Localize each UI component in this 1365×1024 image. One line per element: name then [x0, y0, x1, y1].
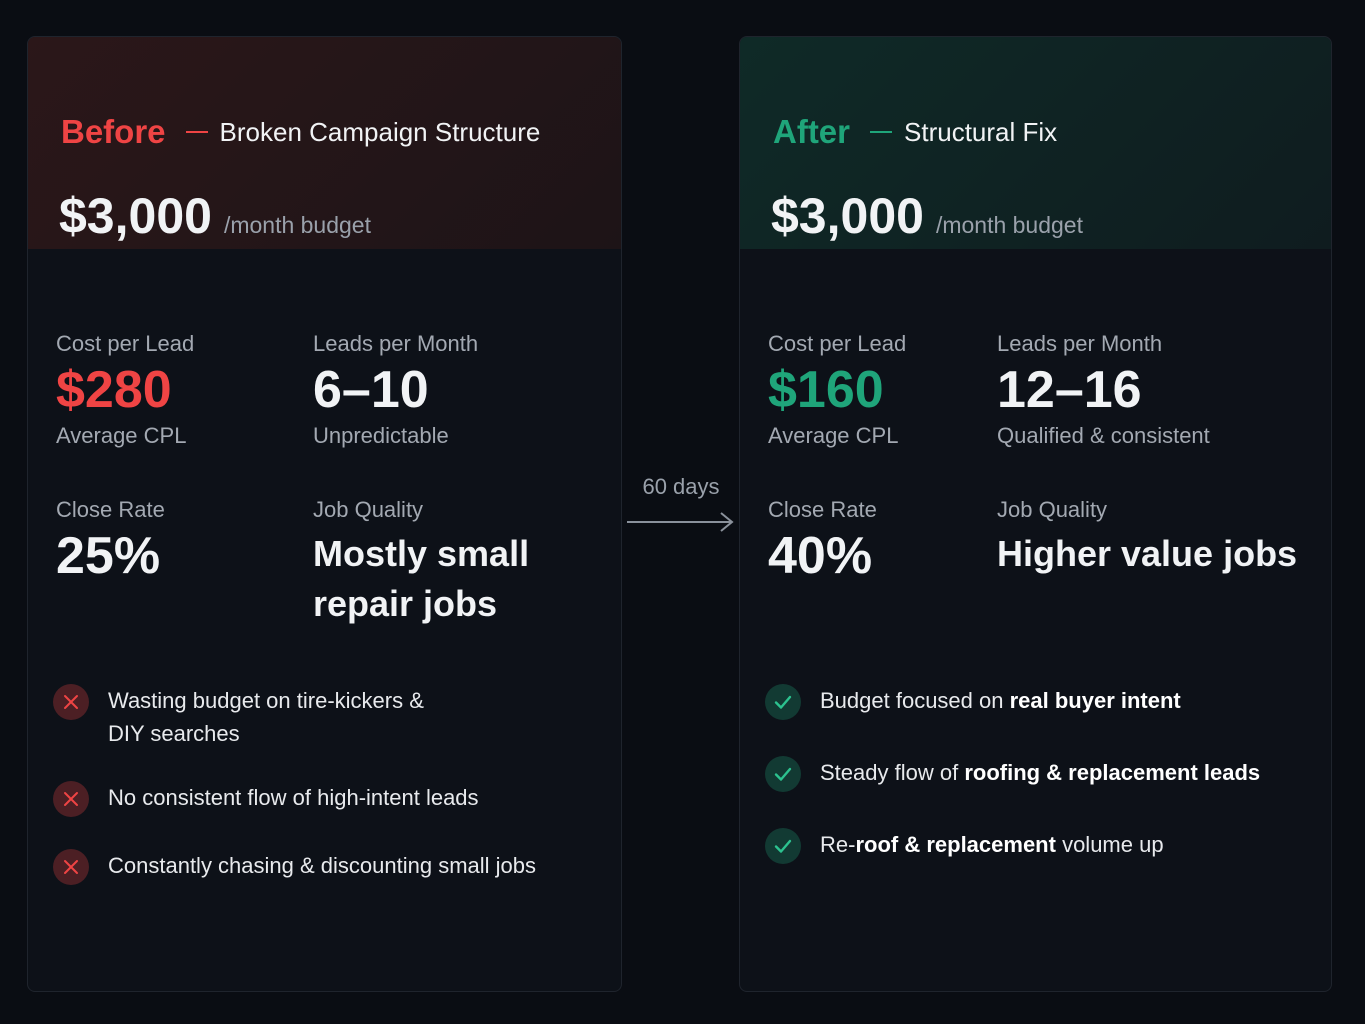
metric-label: Close Rate — [56, 497, 165, 522]
transition-arrow — [627, 512, 734, 532]
points: Wasting budget on tire-kickers & DIY sea… — [52, 683, 601, 916]
points: Budget focused on real buyer intent Stead… — [764, 683, 1311, 899]
budget: $3,000 — [59, 188, 212, 244]
point-text-part: roofing & replacement leads — [964, 760, 1261, 785]
dash — [870, 131, 893, 133]
panel-header: After Structural Fix $3,000/month budget — [740, 37, 1331, 249]
panel: Before Broken Campaign Structure $3,000/mo… — [27, 36, 622, 992]
point-text-part: Constantly chasing & discounting small j… — [108, 853, 537, 878]
cross-icon — [53, 684, 89, 720]
metric-note: Average CPL — [768, 423, 899, 448]
metrics: Cost per Lead $160 Average CPL Leads per Mo… — [768, 329, 1311, 587]
point-text-part: Re- — [820, 832, 856, 857]
budget-unit: /month budget — [223, 212, 371, 238]
transition-label: 60 days — [642, 474, 720, 499]
metric: Close Rate 25% — [56, 495, 313, 629]
metrics: Cost per Lead $280 Average CPL Leads per Mo… — [56, 329, 601, 629]
point: Steady flow of roofing & replacement lea… — [764, 755, 1311, 793]
budget: $3,000 — [771, 188, 924, 244]
budget-unit: /month budget — [935, 212, 1083, 238]
cross-icon — [53, 849, 89, 885]
metric-note: Average CPL — [56, 423, 187, 448]
point-text-part: No consistent flow of high-intent leads — [108, 785, 479, 810]
panel-label: After — [773, 113, 851, 150]
point-text: Steady flow of roofing & replacement lea… — [820, 756, 1260, 789]
metric-value: Mostly small repair jobs — [313, 533, 530, 624]
budget-line: $3,000/month budget — [59, 187, 371, 245]
metric-value: 40% — [768, 527, 873, 585]
metric: Cost per Lead $280 Average CPL — [56, 329, 313, 451]
panel: After Structural Fix $3,000/month budget Co… — [739, 36, 1332, 992]
metric-label: Cost per Lead — [56, 331, 195, 356]
point-text: Budget focused on real buyer intent — [820, 684, 1181, 717]
panel-label: Before — [61, 113, 166, 150]
point: Constantly chasing & discounting small j… — [52, 848, 601, 886]
cross-icon — [53, 781, 89, 817]
point-text: Wasting budget on tire-kickers & DIY sea… — [108, 684, 448, 750]
point-text: Constantly chasing & discounting small j… — [108, 849, 536, 882]
panel-header: Before Broken Campaign Structure $3,000/mo… — [28, 37, 621, 249]
point: Budget focused on real buyer intent — [764, 683, 1311, 721]
metric: Close Rate 40% — [768, 495, 997, 587]
metric: Cost per Lead $160 Average CPL — [768, 329, 997, 451]
title-line: Before Broken Campaign Structure — [61, 113, 540, 151]
panel-subtitle: Structural Fix — [904, 116, 1058, 147]
metric-label: Leads per Month — [313, 331, 479, 356]
metric-label: Job Quality — [997, 497, 1108, 522]
point-text-part: volume up — [1055, 832, 1164, 857]
metric-value: 25% — [56, 527, 161, 585]
metric-value: $280 — [56, 361, 172, 419]
point-text-part: roof & replacement — [855, 832, 1056, 857]
check-icon — [765, 756, 801, 792]
metric-value: $160 — [768, 361, 884, 419]
panel-subtitle: Broken Campaign Structure — [219, 116, 541, 147]
metric-label: Leads per Month — [997, 331, 1163, 356]
point-text-part: Steady flow of — [820, 760, 965, 785]
metric: Leads per Month 6–10 Unpredictable — [313, 329, 601, 451]
check-icon — [765, 828, 801, 864]
budget-line: $3,000/month budget — [771, 187, 1083, 245]
metric-value: 6–10 — [313, 361, 429, 419]
title-line: After Structural Fix — [773, 113, 1057, 151]
point: Wasting budget on tire-kickers & DIY sea… — [52, 683, 601, 750]
point-text: No consistent flow of high-intent leads — [108, 781, 479, 814]
point: No consistent flow of high-intent leads — [52, 780, 601, 818]
metric: Job Quality Mostly small repair jobs — [313, 495, 601, 629]
metric-value: Higher value jobs — [997, 533, 1298, 574]
metric: Job Quality Higher value jobs — [997, 495, 1311, 587]
check-icon — [765, 684, 801, 720]
metric-label: Close Rate — [768, 497, 877, 522]
metric-note: Unpredictable — [313, 423, 449, 448]
point: Re-roof & replacement volume up — [764, 827, 1311, 865]
metric-note: Qualified & consistent — [997, 423, 1210, 448]
point-text-part: Wasting budget on tire-kickers & DIY sea… — [108, 688, 424, 746]
dash — [185, 131, 208, 133]
metric: Leads per Month 12–16 Qualified & consiste… — [997, 329, 1311, 451]
point-text-part: real buyer intent — [1009, 688, 1181, 713]
metric-value: 12–16 — [997, 361, 1142, 419]
metric-label: Cost per Lead — [768, 331, 907, 356]
point-text-part: Budget focused on — [820, 688, 1010, 713]
point-text: Re-roof & replacement volume up — [820, 828, 1164, 861]
metric-label: Job Quality — [313, 497, 424, 522]
